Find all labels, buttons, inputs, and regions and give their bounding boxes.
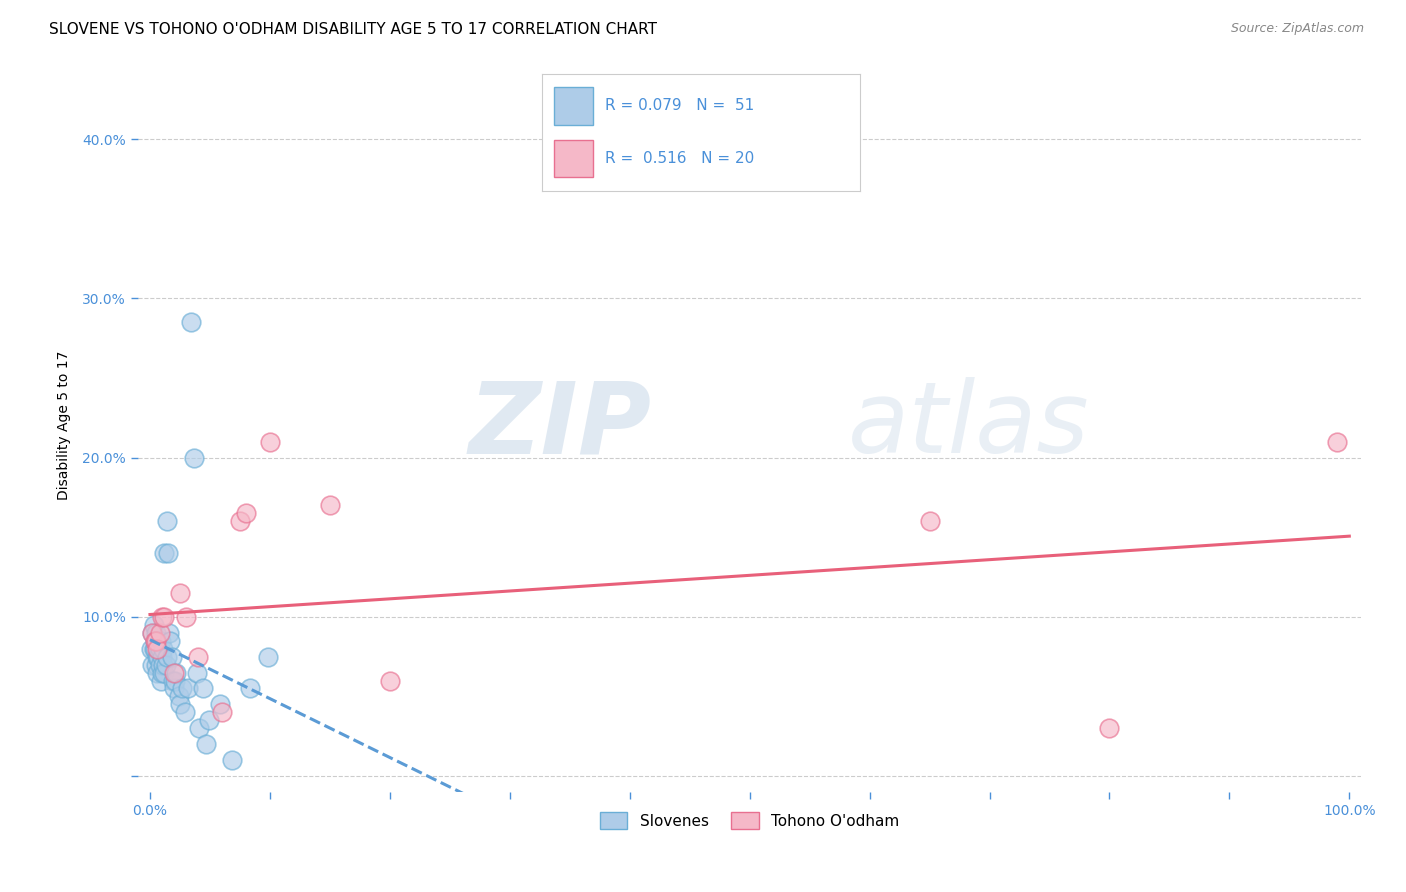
Point xyxy=(235,506,257,520)
Point xyxy=(163,665,186,680)
Point xyxy=(211,706,233,720)
Point xyxy=(153,665,176,680)
Text: Source: ZipAtlas.com: Source: ZipAtlas.com xyxy=(1230,22,1364,36)
Point xyxy=(146,633,169,648)
Point xyxy=(150,610,173,624)
Point xyxy=(183,450,205,465)
Point xyxy=(142,617,165,632)
Point xyxy=(149,673,172,688)
Point xyxy=(143,641,166,656)
Point xyxy=(378,673,401,688)
Point xyxy=(191,681,214,696)
Point xyxy=(160,649,183,664)
Point xyxy=(319,499,342,513)
Point xyxy=(180,315,202,329)
Text: ZIP: ZIP xyxy=(468,377,652,475)
Point xyxy=(146,665,169,680)
Point xyxy=(150,665,173,680)
Point xyxy=(153,610,176,624)
Point xyxy=(187,649,209,664)
Point xyxy=(238,681,260,696)
Point xyxy=(174,610,197,624)
Point xyxy=(149,633,172,648)
Point xyxy=(172,681,194,696)
Point xyxy=(145,633,167,648)
Point xyxy=(146,641,169,656)
Point xyxy=(148,657,170,672)
Point xyxy=(155,657,177,672)
Point xyxy=(157,625,180,640)
Point xyxy=(152,657,174,672)
Point xyxy=(141,625,163,640)
Point xyxy=(165,673,187,688)
Point xyxy=(208,698,231,712)
Point xyxy=(1326,434,1348,449)
Y-axis label: Disability Age 5 to 17: Disability Age 5 to 17 xyxy=(58,351,72,500)
Point xyxy=(173,706,195,720)
Point xyxy=(141,657,163,672)
Point xyxy=(148,641,170,656)
Point xyxy=(918,514,941,528)
Point xyxy=(156,546,179,560)
Point xyxy=(221,753,243,767)
Point xyxy=(141,625,163,640)
Point xyxy=(186,665,208,680)
Point xyxy=(163,681,186,696)
Point xyxy=(195,737,218,751)
Point xyxy=(169,698,191,712)
Point xyxy=(1098,721,1121,735)
Point xyxy=(229,514,252,528)
Point xyxy=(141,641,163,656)
Point xyxy=(153,546,176,560)
Point xyxy=(145,625,167,640)
Point xyxy=(197,714,219,728)
Point xyxy=(177,681,200,696)
Point xyxy=(165,665,187,680)
Point xyxy=(148,625,170,640)
Point xyxy=(146,649,169,664)
Point xyxy=(143,633,166,648)
Point xyxy=(152,641,174,656)
Point xyxy=(162,673,184,688)
Point xyxy=(145,657,167,672)
Point xyxy=(167,690,190,704)
Point xyxy=(256,649,278,664)
Point xyxy=(169,586,191,600)
Legend: Slovenes, Tohono O'odham: Slovenes, Tohono O'odham xyxy=(593,805,905,836)
Point xyxy=(148,649,170,664)
Point xyxy=(143,633,166,648)
Point xyxy=(148,641,170,656)
Point xyxy=(156,514,179,528)
Point xyxy=(159,633,181,648)
Point xyxy=(259,434,281,449)
Text: SLOVENE VS TOHONO O'ODHAM DISABILITY AGE 5 TO 17 CORRELATION CHART: SLOVENE VS TOHONO O'ODHAM DISABILITY AGE… xyxy=(49,22,657,37)
Point xyxy=(142,641,165,656)
Text: atlas: atlas xyxy=(848,377,1090,475)
Point xyxy=(150,649,173,664)
Point xyxy=(188,721,211,735)
Point xyxy=(156,649,179,664)
